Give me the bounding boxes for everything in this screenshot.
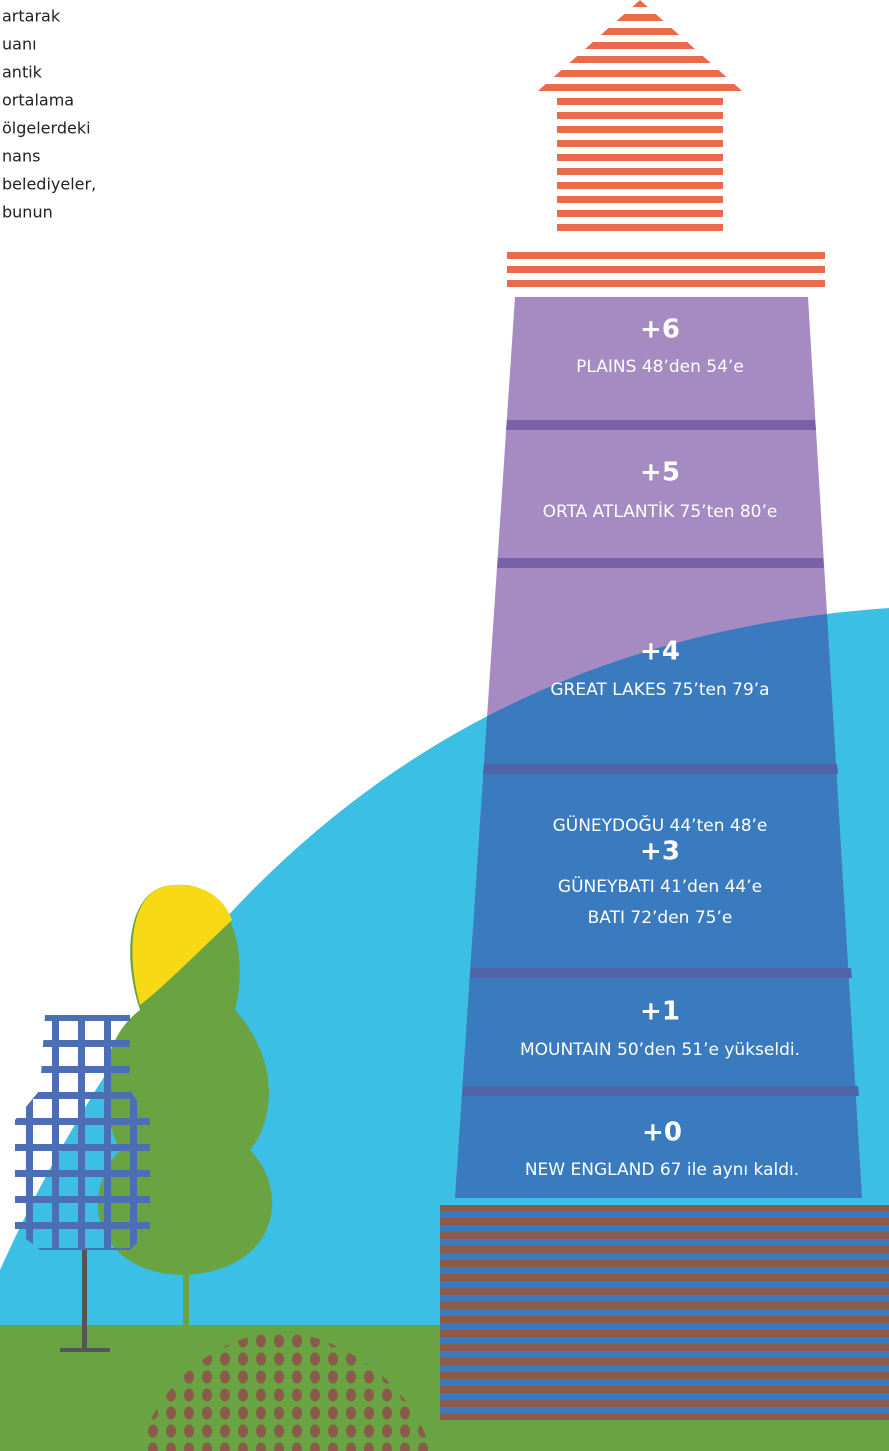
- grid-tree: [15, 1015, 150, 1250]
- change-value: +6: [640, 315, 680, 345]
- region-line: GÜNEYDOĞU 44’ten 48’e: [553, 814, 768, 836]
- lighthouse-gallery: [507, 245, 825, 290]
- region-line: NEW ENGLAND 67 ile aynı kaldı.: [525, 1160, 799, 1180]
- intro-line: artarak: [2, 7, 61, 26]
- region-line: GÜNEYBATI 41’den 44’e: [558, 875, 762, 897]
- lighthouse-lantern: [557, 98, 723, 233]
- change-value: +4: [640, 637, 680, 667]
- region-line: GREAT LAKES 75’ten 79’a: [550, 680, 769, 700]
- intro-line: antik: [2, 63, 43, 82]
- intro-line: uanı: [2, 35, 37, 54]
- change-value: +3: [640, 837, 680, 867]
- region-line: ORTA ATLANTİK 75’ten 80’e: [543, 501, 778, 522]
- tree-trunk: [183, 1200, 189, 1360]
- texts: artarak uanı antik ortalama ölgelerdeki nans b…: [2, 7, 800, 1181]
- dotted-bush: [140, 1330, 430, 1451]
- base-stripes: [440, 1205, 889, 1420]
- region-line: MOUNTAIN 50’den 51’e yükseldi.: [520, 1040, 800, 1060]
- change-value: +0: [642, 1118, 682, 1148]
- intro-line: ortalama: [2, 91, 74, 110]
- intro-line: belediyeler,: [2, 175, 96, 194]
- intro-line: nans: [2, 147, 40, 166]
- tower-bands: [462, 420, 859, 1096]
- tree-sun: [132, 884, 232, 1005]
- grid-tree-base: [60, 1348, 110, 1352]
- change-value: +5: [640, 458, 680, 488]
- intro-line: ölgelerdeki: [2, 119, 91, 138]
- lighthouse-roof: [530, 0, 750, 98]
- region-line: PLAINS 48’den 54’e: [576, 357, 744, 377]
- grid-tree-trunk: [82, 1250, 87, 1350]
- region-line: BATI 72’den 75’e: [588, 908, 733, 928]
- change-value: +1: [640, 997, 680, 1027]
- intro-line: bunun: [2, 203, 53, 222]
